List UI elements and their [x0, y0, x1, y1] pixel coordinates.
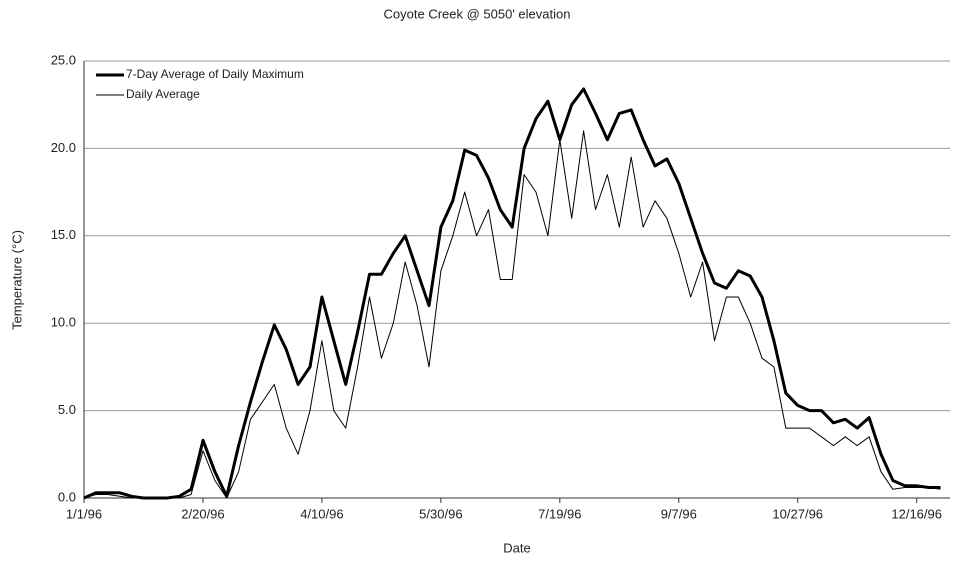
x-tick-label: 4/10/96: [300, 506, 343, 521]
x-tick-label: 2/20/96: [181, 506, 224, 521]
legend-label: Daily Average: [126, 87, 200, 101]
y-tick-label: 15.0: [51, 227, 76, 242]
legend-label: 7-Day Average of Daily Maximum: [126, 67, 304, 81]
x-tick-label: 10/27/96: [772, 506, 823, 521]
y-tick-label: 20.0: [51, 140, 76, 155]
x-tick-label: 9/7/96: [661, 506, 697, 521]
series-line: [83, 130, 941, 499]
y-tick-label: 5.0: [58, 402, 76, 417]
y-tick-label: 10.0: [51, 315, 76, 330]
x-tick-label: 12/16/96: [891, 506, 942, 521]
y-tick-label: 25.0: [51, 52, 76, 67]
x-tick-label: 7/19/96: [538, 506, 581, 521]
x-axis-label: Date: [503, 540, 530, 555]
series-line: [83, 87, 941, 500]
chart-title: Coyote Creek @ 5050' elevation: [384, 6, 571, 21]
y-tick-label: 0.0: [58, 489, 76, 504]
y-axis-label: Temperature (°C): [9, 230, 24, 330]
x-tick-label: 5/30/96: [419, 506, 462, 521]
x-tick-label: 1/1/96: [66, 506, 102, 521]
